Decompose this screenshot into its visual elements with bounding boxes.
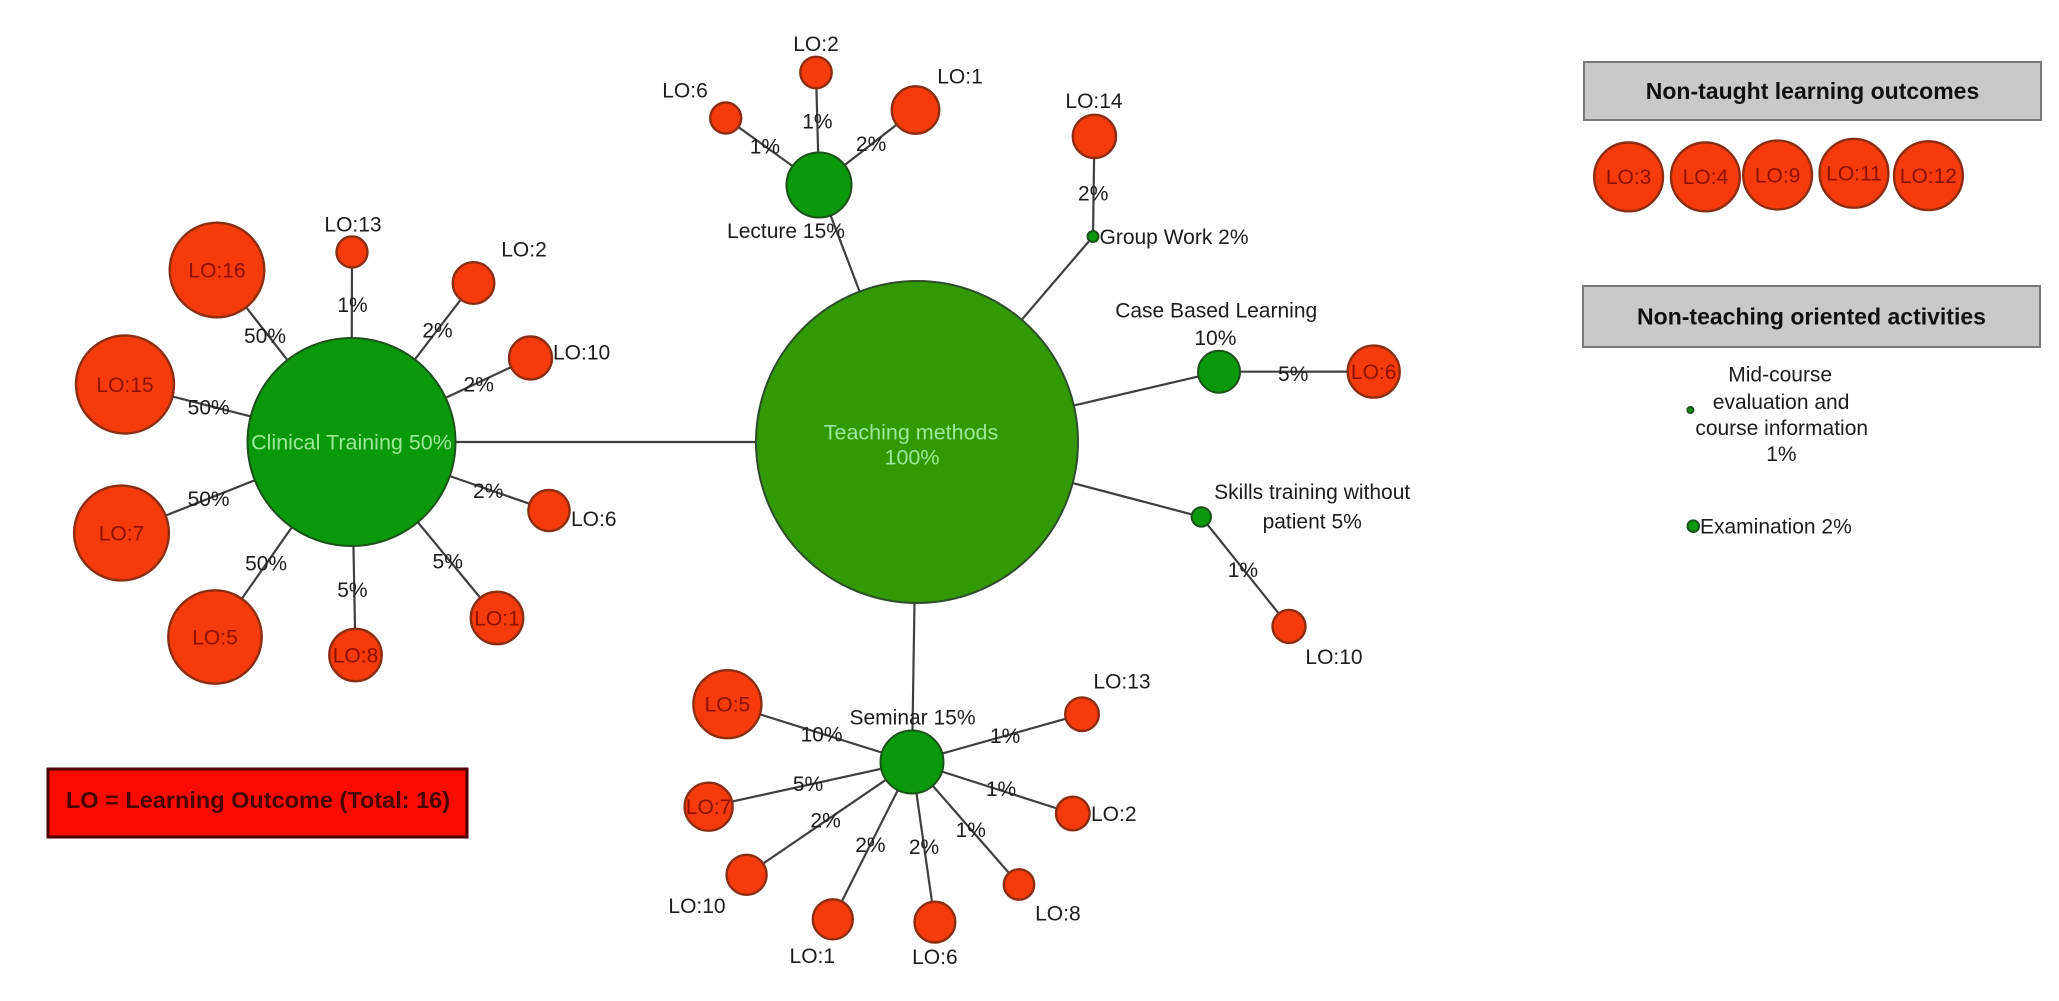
svg-text:LO:5: LO:5 [705, 694, 751, 717]
svg-text:evaluation and: evaluation and [1713, 391, 1850, 414]
svg-text:LO:13: LO:13 [324, 213, 381, 236]
svg-text:100%: 100% [885, 446, 940, 470]
svg-text:1%: 1% [1766, 443, 1796, 466]
svg-text:LO:3: LO:3 [1606, 166, 1652, 189]
svg-text:1%: 1% [802, 111, 832, 134]
svg-text:LO:1: LO:1 [474, 607, 520, 630]
svg-text:LO:2: LO:2 [1091, 803, 1137, 826]
svg-text:2%: 2% [855, 834, 885, 857]
svg-text:LO:6: LO:6 [571, 508, 617, 531]
svg-text:Non-taught learning outcomes: Non-taught learning outcomes [1646, 78, 1980, 104]
svg-text:50%: 50% [245, 553, 287, 576]
svg-text:50%: 50% [188, 396, 230, 419]
svg-text:LO:7: LO:7 [686, 796, 732, 819]
svg-text:Non-teaching oriented activiti: Non-teaching oriented activities [1637, 303, 1986, 329]
svg-text:Group Work 2%: Group Work 2% [1100, 226, 1249, 249]
svg-text:Seminar 15%: Seminar 15% [849, 706, 975, 729]
svg-text:LO:6: LO:6 [662, 79, 708, 102]
svg-text:2%: 2% [810, 809, 840, 832]
svg-text:2%: 2% [856, 133, 886, 156]
svg-text:LO:2: LO:2 [501, 238, 547, 261]
svg-text:Mid-course: Mid-course [1728, 364, 1832, 387]
svg-text:LO:8: LO:8 [333, 644, 379, 667]
svg-text:LO:4: LO:4 [1683, 166, 1729, 189]
svg-text:LO:12: LO:12 [1900, 165, 1957, 188]
svg-text:Examination 2%: Examination 2% [1700, 516, 1852, 539]
svg-text:10%: 10% [1194, 327, 1236, 350]
svg-text:LO = Learning Outcome (Total:: LO = Learning Outcome (Total: 16) [66, 787, 450, 813]
svg-text:LO:8: LO:8 [1035, 903, 1081, 926]
svg-text:5%: 5% [337, 579, 367, 602]
svg-text:Case Based Learning: Case Based Learning [1115, 300, 1317, 323]
svg-text:LO:14: LO:14 [1065, 90, 1123, 113]
svg-text:5%: 5% [433, 550, 463, 573]
svg-text:50%: 50% [244, 325, 286, 348]
svg-text:1%: 1% [956, 819, 986, 842]
svg-text:1%: 1% [990, 725, 1020, 748]
svg-text:50%: 50% [188, 488, 230, 511]
svg-text:Skills training without: Skills training without [1214, 481, 1410, 504]
svg-text:course information: course information [1695, 417, 1868, 440]
svg-text:2%: 2% [909, 836, 939, 859]
svg-text:LO:16: LO:16 [188, 259, 245, 282]
svg-text:LO:1: LO:1 [790, 945, 836, 968]
svg-text:LO:7: LO:7 [99, 522, 145, 545]
svg-text:1%: 1% [986, 778, 1016, 801]
svg-text:2%: 2% [464, 373, 494, 396]
svg-text:5%: 5% [793, 773, 823, 796]
svg-text:1%: 1% [750, 136, 780, 159]
svg-text:LO:6: LO:6 [1351, 361, 1397, 384]
svg-text:LO:10: LO:10 [668, 895, 725, 918]
svg-text:LO:10: LO:10 [1305, 646, 1362, 669]
svg-text:LO:13: LO:13 [1093, 670, 1150, 693]
svg-text:LO:15: LO:15 [96, 374, 153, 397]
svg-text:LO:6: LO:6 [912, 946, 958, 969]
svg-text:1%: 1% [337, 294, 367, 317]
svg-text:2%: 2% [473, 480, 503, 503]
svg-text:LO:11: LO:11 [1826, 163, 1882, 186]
svg-text:2%: 2% [1078, 183, 1108, 206]
svg-text:2%: 2% [422, 320, 452, 343]
svg-text:LO:5: LO:5 [192, 626, 238, 649]
svg-text:Lecture 15%: Lecture 15% [727, 220, 845, 243]
svg-text:Clinical Training 50%: Clinical Training 50% [251, 431, 452, 455]
svg-text:LO:1: LO:1 [937, 65, 983, 88]
svg-text:10%: 10% [801, 724, 843, 747]
svg-text:5%: 5% [1278, 363, 1308, 386]
svg-text:patient 5%: patient 5% [1263, 511, 1362, 534]
svg-text:Teaching methods: Teaching methods [824, 420, 999, 444]
svg-text:LO:2: LO:2 [793, 33, 839, 56]
svg-text:LO:10: LO:10 [553, 342, 610, 365]
svg-text:LO:9: LO:9 [1755, 164, 1801, 187]
svg-text:1%: 1% [1228, 559, 1258, 582]
